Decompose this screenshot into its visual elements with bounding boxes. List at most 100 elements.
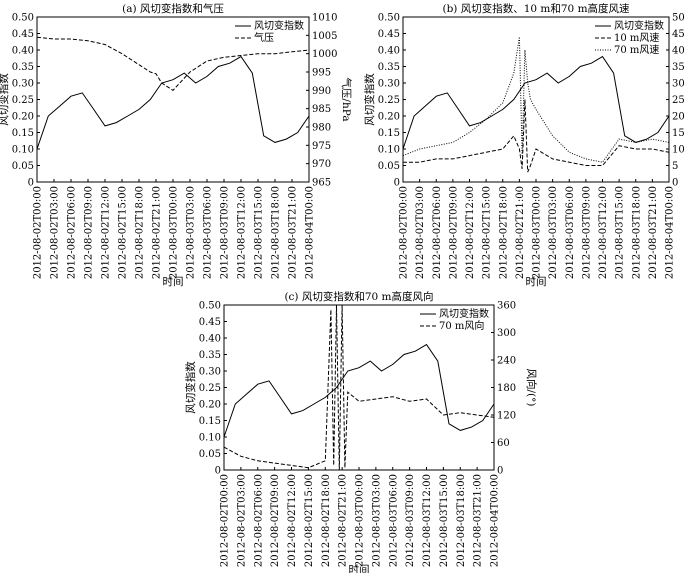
y-tick-label-left: 0.10 <box>12 145 34 156</box>
x-tick-label: 2012-08-02T06:00 <box>67 186 78 279</box>
x-tick-label: 2012-08-03T09:00 <box>405 474 416 567</box>
x-tick-label: 2012-08-02T00:00 <box>33 186 44 279</box>
y-tick-label-left: 0.40 <box>199 334 221 345</box>
y-tick-label-left: 0.35 <box>378 62 400 73</box>
x-tick-label: 2012-08-02T09:00 <box>448 186 459 279</box>
y-tick-label-left: 0.15 <box>378 128 400 139</box>
y-axis-label-left: 风切变指数 <box>363 73 376 126</box>
y-tick-label-left: 0.40 <box>12 46 34 57</box>
y-tick-label-right: 40 <box>672 46 685 57</box>
y-tick-label-right: 20 <box>672 112 685 123</box>
y-tick-label-left: 0.05 <box>12 161 34 172</box>
y-tick-label-left: 0.50 <box>378 13 400 24</box>
y-tick-label-left: 0.20 <box>378 112 400 123</box>
x-tick-label: 2012-08-02T15:00 <box>482 186 493 279</box>
series-line-1 <box>402 55 670 150</box>
x-tick-label: 2012-08-02T12:00 <box>287 474 298 567</box>
x-tick-label: 2012-08-03T09:00 <box>220 186 231 279</box>
x-tick-label: 2012-08-02T00:00 <box>220 474 231 567</box>
y-tick-label-left: 0.15 <box>12 128 34 139</box>
x-tick-label: 2012-08-03T15:00 <box>439 474 450 567</box>
y-axis-label-right: 气压/hPa <box>340 77 353 121</box>
y-tick-label-left: 0.25 <box>12 95 34 106</box>
y-tick-label-left: 0.50 <box>12 13 34 24</box>
x-tick-label: 2012-08-02T09:00 <box>84 186 95 279</box>
legend-label: 70 m风向 <box>439 319 484 332</box>
x-tick-label: 2012-08-02T03:00 <box>50 186 61 279</box>
y-tick-label-left: 0.45 <box>378 29 400 40</box>
x-tick-label: 2012-08-02T15:00 <box>118 186 129 279</box>
x-tick-label: 2012-08-02T09:00 <box>270 474 281 567</box>
y-tick-label-right: 965 <box>312 178 331 189</box>
series-line-2 <box>223 304 495 471</box>
x-tick-label: 2012-08-03T15:00 <box>615 186 626 279</box>
y-axis-label-right: 风向/(°) <box>525 369 538 407</box>
x-tick-label: 2012-08-02T06:00 <box>253 474 264 567</box>
y-tick-label-left: 0 <box>394 178 400 189</box>
x-tick-label: 2012-08-02T12:00 <box>465 186 476 279</box>
x-tick-label: 2012-08-02T18:00 <box>498 186 509 279</box>
y-tick-label-right: 5 <box>672 161 678 172</box>
legend-label: 风切变指数 <box>439 307 489 320</box>
y-tick-label-right: 30 <box>672 79 685 90</box>
x-tick-label: 2012-08-03T06:00 <box>388 474 399 567</box>
legend-label: 10 m风速 <box>614 32 659 44</box>
y-tick-label-left: 0.30 <box>199 367 221 378</box>
x-tick-label: 2012-08-02T03:00 <box>415 186 426 279</box>
y-tick-label-right: 10 <box>672 145 685 156</box>
x-tick-label: 2012-08-02T06:00 <box>432 186 443 279</box>
y-tick-label-left: 0.45 <box>12 29 34 40</box>
x-tick-label: 2012-08-03T12:00 <box>422 474 433 567</box>
y-tick-label-left: 0.50 <box>199 301 221 312</box>
y-tick-label-left: 0.20 <box>199 400 221 411</box>
chart-title: (a) 风切变指数和气压 <box>122 2 224 15</box>
x-tick-label: 2012-08-04T00:00 <box>305 186 316 279</box>
x-tick-label: 2012-08-03T03:00 <box>548 186 559 279</box>
x-tick-label: 2012-08-03T00:00 <box>169 186 180 279</box>
x-tick-label: 2012-08-02T18:00 <box>321 474 332 567</box>
x-tick-label: 2012-08-03T09:00 <box>581 186 592 279</box>
chart-title: (b) 风切变指数、10 m和70 m高度风速 <box>442 2 630 15</box>
y-tick-label-right: 50 <box>672 13 685 24</box>
y-tick-label-right: 975 <box>312 141 331 152</box>
y-tick-label-left: 0.20 <box>12 112 34 123</box>
y-tick-label-left: 0.25 <box>199 383 221 394</box>
x-tick-label: 2012-08-03T12:00 <box>598 186 609 279</box>
legend-label: 风切变指数 <box>254 19 304 32</box>
y-tick-label-right: 970 <box>312 159 331 170</box>
series-line-3 <box>402 36 670 163</box>
series-line-2 <box>403 99 670 173</box>
y-tick-label-left: 0 <box>28 178 34 189</box>
y-tick-label-right: 60 <box>497 438 510 449</box>
chart-panel-1: (a) 风切变指数和气压 0 0.05 0.10 0.15 0.20 0.25 0.30 0.3… <box>0 2 353 288</box>
y-tick-label-right: 985 <box>312 104 331 115</box>
y-tick-label-left: 0.05 <box>199 449 221 460</box>
y-tick-label-left: 0.10 <box>199 433 221 444</box>
x-tick-label: 2012-08-03T12:00 <box>237 186 248 279</box>
chart-panel-2: (b) 风切变指数、10 m和70 m高度风速 0 0.05 0.10 0.15 0.20… <box>363 2 685 288</box>
x-tick-label: 2012-08-03T21:00 <box>288 186 299 279</box>
legend-label: 70 m风速 <box>614 44 659 56</box>
y-tick-label-left: 0.05 <box>378 161 400 172</box>
x-tick-label: 2012-08-03T03:00 <box>186 186 197 279</box>
series-line-1 <box>36 55 310 150</box>
y-tick-label-right: 980 <box>312 123 331 134</box>
y-tick-label-right: 1010 <box>312 13 337 24</box>
x-tick-label: 2012-08-03T15:00 <box>254 186 265 279</box>
x-axis-label: 时间 <box>163 275 184 288</box>
series-line-1 <box>223 343 495 438</box>
x-tick-label: 2012-08-03T06:00 <box>203 186 214 279</box>
y-tick-label-right: 15 <box>672 128 685 139</box>
y-tick-label-right: 0 <box>672 178 678 189</box>
x-tick-label: 2012-08-02T15:00 <box>304 474 315 567</box>
y-tick-label-left: 0.30 <box>378 79 400 90</box>
x-tick-label: 2012-08-03T21:00 <box>648 186 659 279</box>
y-tick-label-right: 240 <box>497 356 516 367</box>
y-tick-label-left: 0.30 <box>12 79 34 90</box>
y-tick-label-right: 300 <box>497 328 516 339</box>
x-tick-label: 2012-08-04T00:00 <box>665 186 676 279</box>
x-tick-label: 2012-08-03T00:00 <box>532 186 543 279</box>
y-axis-label-left: 风切变指数 <box>0 73 10 126</box>
x-tick-label: 2012-08-02T03:00 <box>236 474 247 567</box>
